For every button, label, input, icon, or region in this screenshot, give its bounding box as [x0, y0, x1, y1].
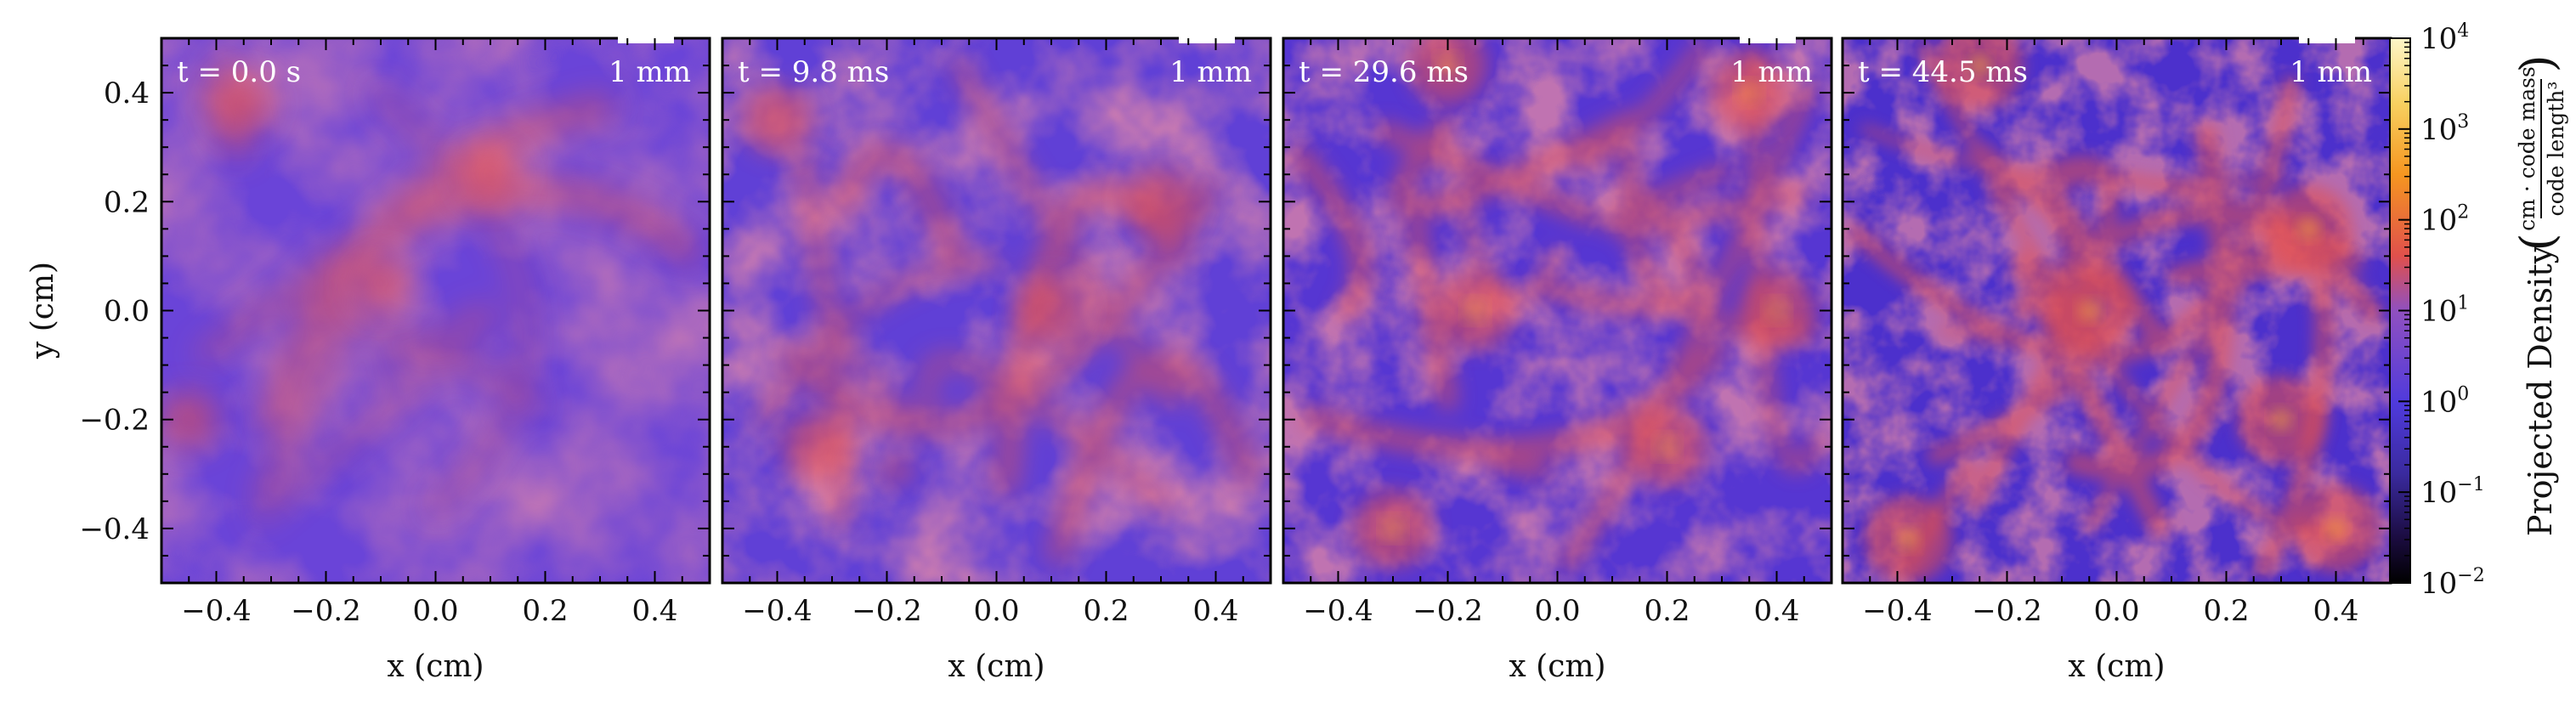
dense-core — [2273, 410, 2290, 428]
y-tick-label: 0.2 — [104, 185, 150, 219]
density-map — [1843, 38, 2391, 583]
x-axis-label: x (cm) — [2068, 649, 2165, 684]
x-ticks — [722, 38, 1271, 583]
y-tick-label: −0.2 — [79, 404, 150, 438]
x-tick-label: 0.2 — [522, 594, 568, 628]
colorbar: 104 103 102 101 100 10−1 10−2 Projected Densit… — [2389, 20, 2568, 601]
panel-4: t = 44.5 ms 1 mm −0.4 −0.2 0.0 0.2 0.4 x (cm) — [1841, 37, 2392, 684]
dense-core — [2081, 302, 2098, 320]
colorbar-label: Projected Density — [2522, 245, 2559, 536]
x-tick-label: 0.4 — [1753, 594, 1799, 628]
dense-core — [1384, 519, 1401, 537]
time-label: t = 0.0 s — [177, 55, 301, 89]
colorbar-tick-label: 104 — [2420, 20, 2469, 56]
x-tick-label: −0.4 — [1862, 594, 1933, 628]
y-tick-label: 0.0 — [104, 295, 150, 329]
dense-core — [1971, 57, 1989, 75]
dense-clump — [461, 145, 519, 204]
y-ticks — [161, 37, 710, 584]
dense-core — [1658, 438, 1676, 455]
dense-core — [1768, 302, 1786, 320]
x-tick-label: 0.0 — [2093, 594, 2139, 628]
dense-core — [2300, 220, 2318, 238]
colorbar-tick-label: 100 — [2420, 383, 2469, 419]
x-axis-label: x (cm) — [1509, 649, 1605, 684]
dense-clump — [1127, 167, 1195, 236]
y-axis-label: y (cm) — [25, 262, 60, 359]
y-tick-label: 0.4 — [104, 76, 150, 110]
scale-bar-label: 1 mm — [2290, 55, 2372, 89]
x-tick-label: −0.4 — [742, 594, 812, 628]
x-tick-label: −0.4 — [1303, 594, 1373, 628]
x-tick-label: 0.4 — [1192, 594, 1238, 628]
scale-bar-label: 1 mm — [1169, 55, 1252, 89]
panels: t = 0.0 s 1 mm −0.4 −0.2 0.0 0.2 0.4 x (cm) −0.4… — [79, 37, 2392, 684]
dense-clumps — [743, 86, 1195, 481]
dense-clump — [1017, 276, 1085, 345]
x-axis-label: x (cm) — [948, 649, 1045, 684]
scale-bar — [1179, 37, 1235, 43]
panel-1: t = 0.0 s 1 mm −0.4 −0.2 0.0 0.2 0.4 x (cm) −0.4… — [79, 37, 711, 684]
x-tick-label: −0.2 — [1413, 594, 1483, 628]
scale-bar-label: 1 mm — [609, 55, 691, 89]
density-map — [161, 38, 710, 583]
colorbar-unit-numerator: cm · code mass — [2515, 66, 2539, 231]
dense-clump — [352, 254, 410, 313]
x-tick-label: −0.2 — [852, 594, 922, 628]
scale-bar-label: 1 mm — [1730, 55, 1813, 89]
x-tick-label: 0.2 — [2203, 594, 2249, 628]
colorbar-unit-denominator: code length³ — [2544, 82, 2568, 217]
dense-core — [1466, 302, 1484, 320]
dense-clumps — [1354, 38, 1816, 568]
x-ticks — [1842, 38, 2392, 583]
x-tick-label: 0.4 — [2313, 594, 2358, 628]
scale-bar — [618, 37, 674, 43]
x-tick-label: −0.2 — [291, 594, 361, 628]
x-axis-label: x (cm) — [387, 649, 484, 684]
panel-2: t = 9.8 ms 1 mm −0.4 −0.2 0.0 0.2 0.4 x (cm) — [721, 37, 1272, 684]
x-tick-label: 0.2 — [1644, 594, 1690, 628]
panel-3: t = 29.6 ms 1 mm −0.4 −0.2 0.0 0.2 0.4 x (cm) — [1282, 37, 1833, 684]
time-label: t = 44.5 ms — [1858, 55, 2028, 89]
dense-clump — [161, 390, 218, 449]
y-ticks — [1283, 37, 1832, 584]
x-tick-label: 0.0 — [412, 594, 458, 628]
scale-bar — [1740, 37, 1796, 43]
x-ticks — [161, 38, 711, 583]
dense-core — [2327, 519, 2345, 537]
dense-clump — [743, 86, 812, 155]
time-label: t = 29.6 ms — [1299, 55, 1469, 89]
x-tick-label: 0.2 — [1083, 594, 1129, 628]
colorbar-tick-label: 101 — [2420, 293, 2469, 329]
density-map — [722, 38, 1271, 583]
colorbar-tick-label: 103 — [2420, 111, 2469, 147]
y-tick-label: −0.4 — [79, 512, 150, 546]
x-ticks — [1282, 38, 1832, 583]
dense-core — [1899, 530, 1917, 548]
x-tick-label: 0.0 — [1534, 594, 1580, 628]
x-tick-label: 0.4 — [631, 594, 677, 628]
x-tick-label: −0.2 — [1972, 594, 2042, 628]
dense-clumps — [1864, 38, 2381, 583]
x-tick-label: 0.0 — [973, 594, 1019, 628]
time-label: t = 9.8 ms — [738, 55, 889, 89]
dense-clump — [214, 74, 273, 133]
colorbar-unit-paren-close: ) — [2511, 54, 2564, 72]
dense-clump — [781, 412, 850, 481]
density-map — [1283, 38, 1832, 583]
dense-clumps — [161, 74, 519, 449]
colorbar-tick-label: 10−1 — [2420, 474, 2485, 510]
dense-core — [1741, 84, 1758, 102]
y-ticks — [722, 37, 1271, 584]
colorbar-tick-label: 102 — [2420, 202, 2469, 238]
dense-core — [1439, 57, 1457, 75]
colorbar-unit-paren-open: ( — [2511, 233, 2564, 251]
x-tick-label: −0.4 — [181, 594, 252, 628]
colorbar-ticks: 104 103 102 101 100 10−1 10−2 — [2398, 20, 2485, 601]
scale-bar — [2299, 37, 2355, 43]
colorbar-tick-label: 10−2 — [2420, 565, 2485, 601]
